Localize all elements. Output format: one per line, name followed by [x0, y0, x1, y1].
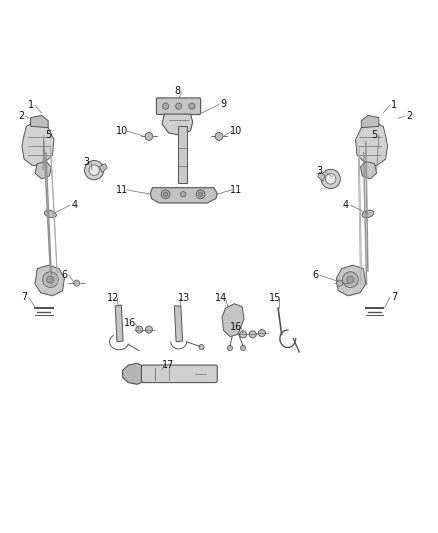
Circle shape [215, 133, 223, 140]
Polygon shape [150, 188, 217, 203]
Text: 7: 7 [391, 292, 397, 302]
Polygon shape [115, 305, 123, 342]
Circle shape [74, 280, 80, 286]
Circle shape [240, 331, 247, 338]
Text: 13: 13 [178, 293, 190, 303]
Polygon shape [356, 122, 388, 166]
Ellipse shape [44, 210, 57, 217]
Circle shape [343, 272, 358, 287]
Text: 9: 9 [220, 100, 226, 109]
Ellipse shape [362, 210, 374, 217]
Text: 16: 16 [230, 322, 243, 332]
Circle shape [227, 345, 233, 351]
Circle shape [240, 345, 246, 351]
Polygon shape [336, 265, 366, 296]
Text: 8: 8 [174, 86, 180, 96]
Text: 15: 15 [269, 293, 281, 303]
Text: 3: 3 [84, 157, 90, 167]
Polygon shape [31, 115, 48, 128]
Text: 2: 2 [406, 111, 413, 121]
Text: 1: 1 [28, 100, 34, 110]
Circle shape [162, 103, 169, 109]
Circle shape [145, 326, 152, 333]
Circle shape [47, 276, 54, 283]
Circle shape [161, 190, 170, 199]
Polygon shape [360, 161, 377, 179]
Polygon shape [35, 161, 51, 179]
Circle shape [163, 192, 168, 197]
Text: 4: 4 [343, 200, 349, 210]
Text: 16: 16 [124, 318, 137, 328]
Circle shape [249, 331, 256, 338]
Circle shape [180, 191, 186, 197]
Polygon shape [99, 164, 107, 172]
Circle shape [198, 192, 203, 197]
Text: 5: 5 [371, 130, 378, 140]
Polygon shape [35, 265, 64, 296]
Text: 3: 3 [317, 166, 323, 176]
Circle shape [347, 276, 354, 283]
Circle shape [145, 133, 153, 140]
Circle shape [258, 329, 265, 336]
Text: 5: 5 [45, 130, 51, 140]
Circle shape [199, 344, 204, 350]
Text: 10: 10 [230, 126, 243, 136]
Polygon shape [162, 114, 193, 135]
Polygon shape [174, 306, 183, 342]
Text: 12: 12 [107, 293, 119, 303]
Circle shape [189, 103, 195, 109]
Polygon shape [123, 364, 143, 384]
Text: 1: 1 [391, 100, 397, 110]
FancyBboxPatch shape [141, 365, 217, 383]
Circle shape [42, 272, 58, 287]
Circle shape [321, 169, 340, 189]
Polygon shape [222, 304, 244, 336]
Circle shape [336, 280, 343, 286]
Text: 6: 6 [312, 270, 318, 280]
Polygon shape [318, 172, 325, 181]
Text: 14: 14 [215, 293, 227, 303]
Circle shape [89, 165, 99, 175]
Polygon shape [361, 115, 379, 128]
Circle shape [196, 190, 205, 199]
Text: 4: 4 [71, 200, 78, 210]
Text: 11: 11 [116, 185, 128, 195]
Bar [178, 126, 187, 183]
Circle shape [176, 103, 182, 109]
Circle shape [325, 174, 336, 184]
Polygon shape [22, 122, 54, 166]
Text: 11: 11 [230, 185, 243, 195]
Text: 2: 2 [18, 111, 24, 121]
FancyBboxPatch shape [156, 98, 201, 115]
Circle shape [85, 160, 104, 180]
Text: 7: 7 [21, 292, 27, 302]
Circle shape [136, 326, 143, 333]
Text: 17: 17 [162, 360, 175, 370]
Text: 10: 10 [116, 126, 128, 136]
Text: 6: 6 [62, 270, 68, 280]
